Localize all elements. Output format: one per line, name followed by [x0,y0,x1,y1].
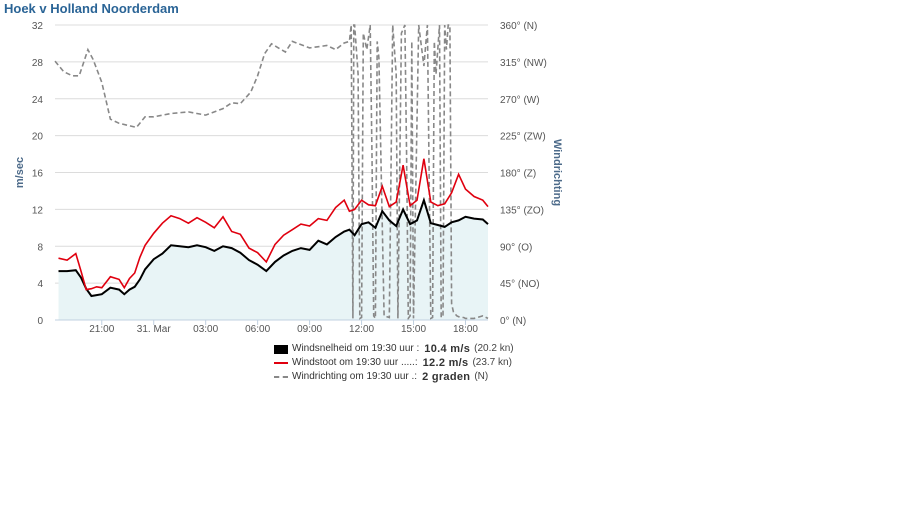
x-tick-label: 18:00 [453,324,478,335]
y-tick-label: 20 [32,132,44,143]
x-tick-label: 03:00 [193,324,218,335]
legend-direction-label: Windrichting om 19:30 uur .: [292,371,418,382]
series-layer [54,24,489,321]
wind-speed-line [58,196,489,298]
y-tick-label: 16 [32,169,44,180]
legend-speed-extra: (20.2 kn) [474,343,514,354]
x-tick-label: 31. Mar [137,324,172,335]
y2-tick-label: 90° (O) [500,242,532,253]
y-tick-label: 24 [32,95,44,106]
wind-gust-line [58,158,489,291]
wind-speed-area [58,200,488,320]
legend-direction-extra: (N) [474,371,489,382]
x-tick-label: 15:00 [401,324,426,335]
x-tick-label: 21:00 [89,324,114,335]
wind-chart: 0 4 8 12 16 20 24 28 32 0° (N) 45° (NO) 90° (O) 135°… [14,21,563,335]
y-tick-label: 12 [32,205,44,216]
legend-item-speed[interactable]: Windsnelheid om 19:30 uur : 10.4 m/s (20… [274,342,514,356]
y-tick-label: 8 [37,242,43,253]
y-tick-label: 4 [37,279,43,290]
x-tick-label: 09:00 [297,324,322,335]
x-tick-label: 06:00 [245,324,270,335]
legend-gust-extra: (23.7 kn) [472,357,512,368]
legend-item-direction[interactable]: Windrichting om 19:30 uur .: 2 graden (N… [274,370,514,384]
y-tick-label: 32 [32,21,44,32]
y2-tick-label: 0° (N) [500,316,526,327]
legend-speed-value: 10.4 m/s [424,343,471,355]
y2-tick-label: 180° (Z) [500,169,536,180]
y2-tick-label: 225° (ZW) [500,132,546,143]
legend-speed-symbol [274,344,288,354]
axes: 0 4 8 12 16 20 24 28 32 0° (N) 45° (NO) 90° (O) 135°… [14,21,563,335]
y-tick-label: 28 [32,58,44,69]
y-tick-label: 0 [37,316,43,327]
legend-gust-symbol [274,362,288,364]
x-tick-label: 12:00 [349,324,374,335]
y2-tick-label: 315° (NW) [500,58,547,69]
y2-tick-label: 45° (NO) [500,279,540,290]
y-axis-title: m/sec [14,157,26,188]
legend-gust-label: Windstoot om 19:30 uur .....: [292,357,418,368]
y2-axis-title: Windrichting [551,139,563,206]
legend-direction-value: 2 graden [422,371,471,383]
legend-item-gust[interactable]: Windstoot om 19:30 uur .....: 12.2 m/s (… [274,356,514,370]
y2-tick-label: 270° (W) [500,95,540,106]
legend-direction-symbol [274,376,288,378]
legend-gust-value: 12.2 m/s [422,357,469,369]
chart-title: Hoek v Holland Noorderdam [4,1,179,16]
legend: Windsnelheid om 19:30 uur : 10.4 m/s (20… [274,342,514,384]
y2-tick-label: 360° (N) [500,21,537,32]
legend-speed-label: Windsnelheid om 19:30 uur : [292,343,420,354]
y2-tick-label: 135° (ZO) [500,205,544,216]
